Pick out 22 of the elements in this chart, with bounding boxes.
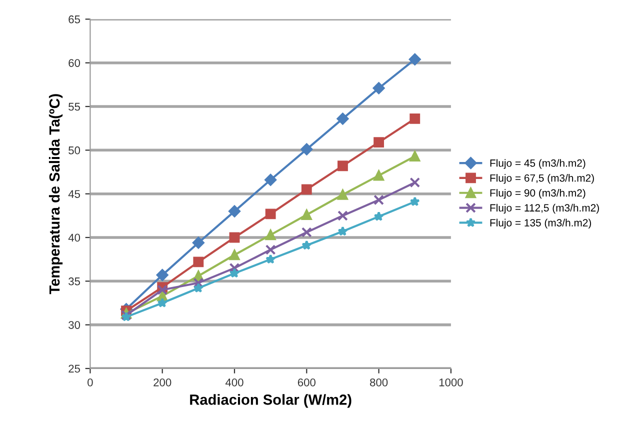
legend-label: Flujo = 45 (m3/h.m2): [490, 159, 586, 169]
y-tick-label: 65: [68, 15, 80, 24]
legend-label: Flujo = 135 (m3/h.m2): [490, 218, 592, 229]
legend-label: Flujo = 67,5 (m3/h.m2): [490, 174, 594, 184]
y-tick-label: 35: [68, 277, 80, 286]
y-tick-label: 60: [68, 59, 80, 67]
y-tick-label: 55: [68, 102, 80, 111]
x-tick-label: 600: [298, 378, 316, 386]
y-tick-label: 40: [68, 234, 80, 242]
legend-label: Flujo = 112,5 (m3/h.m2): [490, 204, 599, 214]
legend-label: Flujo = 90 (m3/h.m2): [490, 188, 586, 199]
x-axis-title: Radiacion Solar (W/m2): [190, 394, 352, 408]
x-tick-label: 400: [225, 378, 244, 386]
x-tick-label: 1000: [439, 378, 463, 386]
y-tick-label: 25: [68, 364, 80, 373]
y-tick-label: 30: [68, 321, 80, 329]
x-tick-label: 800: [370, 378, 388, 386]
x-tick-label: 200: [154, 378, 172, 386]
y-tick-label: 45: [68, 190, 80, 198]
y-axis-title: Temperatura de Salida Ta(ºC): [48, 94, 63, 294]
y-tick-label: 50: [68, 146, 80, 154]
x-tick-label: 0: [88, 378, 93, 386]
